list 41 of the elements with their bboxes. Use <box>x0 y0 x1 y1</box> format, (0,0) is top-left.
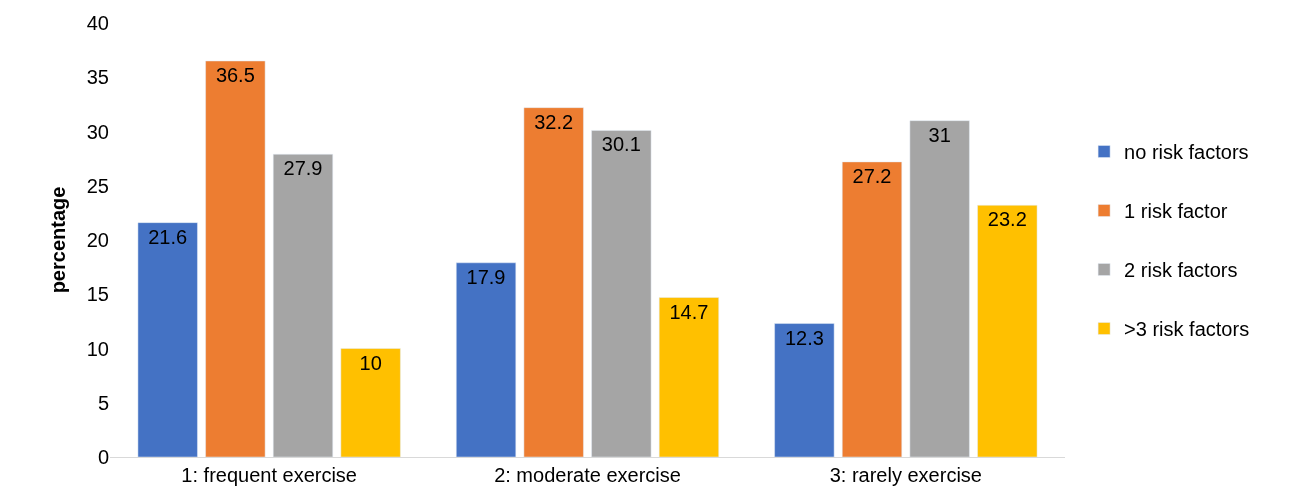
legend-label: no risk factors <box>1124 141 1249 164</box>
y-tick-label: 20 <box>86 229 109 251</box>
bar <box>340 348 401 457</box>
data-label: 14.7 <box>669 300 709 323</box>
bar <box>523 107 584 457</box>
bar <box>205 60 266 457</box>
bar <box>977 205 1038 457</box>
x-tick-label: 3: rarely exercise <box>829 464 982 486</box>
y-tick-label: 40 <box>86 12 109 34</box>
bar <box>272 154 333 457</box>
bar <box>909 120 970 457</box>
data-label: 27.9 <box>283 157 323 180</box>
data-label: 12.3 <box>784 326 824 349</box>
legend-label: >3 risk factors <box>1124 318 1250 341</box>
bar <box>456 262 517 457</box>
data-label: 27.2 <box>852 164 892 187</box>
data-label: 23.2 <box>987 208 1027 231</box>
y-tick-label: 15 <box>86 283 109 306</box>
y-tick-label: 30 <box>86 120 109 143</box>
legend-label: 2 risk factors <box>1124 259 1238 282</box>
bar <box>774 323 835 457</box>
y-tick-label: 10 <box>86 337 109 360</box>
data-label: 31 <box>928 123 951 146</box>
y-tick-label: 35 <box>86 66 109 89</box>
bar <box>137 222 198 457</box>
data-label: 36.5 <box>215 63 255 86</box>
y-tick-label: 5 <box>97 391 109 414</box>
bar <box>842 161 903 457</box>
legend-label: 1 risk factor <box>1124 200 1228 223</box>
data-label: 30.1 <box>601 133 641 156</box>
y-tick-label: 0 <box>97 446 109 468</box>
data-label: 21.6 <box>148 225 188 248</box>
bar <box>658 297 719 457</box>
data-label: 10 <box>359 351 382 374</box>
y-axis-title: percentage <box>47 186 70 294</box>
x-tick-label: 1: frequent exercise <box>181 464 357 486</box>
data-label: 17.9 <box>466 265 506 288</box>
bar <box>591 130 652 457</box>
data-label: 32.2 <box>534 110 574 133</box>
y-tick-label: 25 <box>86 174 109 197</box>
x-tick-label: 2: moderate exercise <box>494 464 681 486</box>
